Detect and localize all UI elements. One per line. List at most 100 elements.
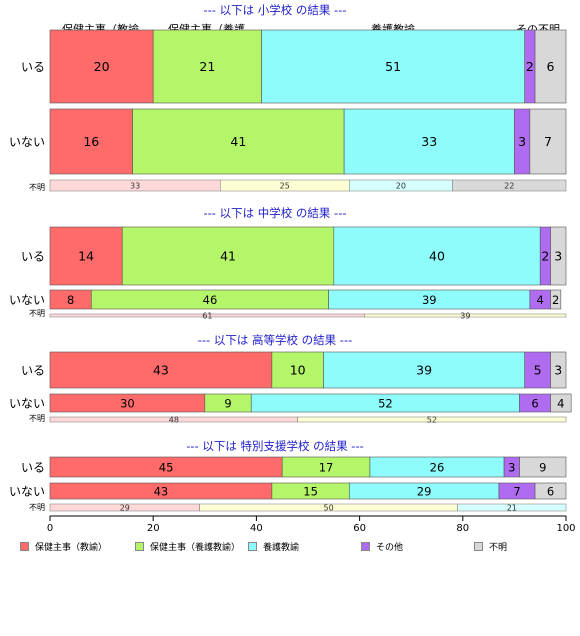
- bar-value-label: 40: [429, 249, 445, 264]
- unknown-bar-segment: [452, 179, 567, 192]
- bar-value-label: 20: [94, 59, 110, 74]
- bar-value-label: 6: [547, 484, 554, 498]
- bar-value-label: 3: [518, 134, 526, 149]
- bar-segment: [550, 226, 567, 286]
- bar-value-label: 46: [203, 293, 218, 307]
- row-label: いる: [21, 364, 45, 378]
- bar-segment: [323, 351, 526, 389]
- row-label: いない: [9, 135, 45, 149]
- unknown-row-label: 不明: [29, 414, 45, 423]
- bar-value-label: 41: [230, 134, 246, 149]
- unknown-value-label: 29: [120, 504, 130, 513]
- bar-value-label: 6: [531, 396, 538, 410]
- legend-label-4: 不明: [489, 542, 508, 553]
- unknown-value-label: 48: [169, 416, 179, 425]
- bar-value-label: 2: [541, 249, 549, 264]
- bar-value-label: 45: [159, 460, 174, 474]
- bar-value-label: 43: [154, 484, 169, 498]
- bar-value-label: 43: [153, 363, 169, 378]
- row-label: いない: [9, 397, 45, 411]
- bar-value-label: 4: [557, 396, 564, 410]
- bar-segment: [49, 29, 154, 104]
- bar-value-label: 29: [417, 484, 432, 498]
- unknown-value-label: 20: [396, 182, 406, 191]
- row-label: いない: [9, 293, 45, 307]
- bar-value-label: 3: [554, 363, 562, 378]
- bar-value-label: 51: [385, 59, 401, 74]
- bar-segment: [519, 456, 567, 478]
- bar-value-label: 7: [513, 484, 520, 498]
- bar-value-label: 14: [78, 249, 94, 264]
- unknown-bar-segment: [364, 313, 567, 318]
- legend-swatch-4: [474, 541, 483, 551]
- bar-value-label: 5: [534, 363, 542, 378]
- bar-value-label: 15: [303, 484, 318, 498]
- bar-segment: [49, 108, 133, 175]
- x-axis-tick-label: 0: [47, 523, 53, 534]
- bar-segment: [343, 108, 515, 175]
- bar-value-label: 10: [290, 363, 306, 378]
- unknown-value-label: 25: [280, 182, 290, 191]
- bar-value-label: 30: [120, 396, 135, 410]
- row-label: いる: [21, 60, 45, 74]
- legend-label-3: その他: [376, 542, 404, 553]
- row-label: いない: [9, 485, 45, 499]
- group-title: --- 以下は 高等学校 の結果 ---: [198, 333, 353, 347]
- legend-swatch-2: [248, 541, 257, 551]
- bar-segment: [550, 289, 562, 310]
- unknown-value-label: 39: [460, 312, 470, 321]
- bar-segment: [534, 29, 567, 104]
- legend: 保健主事（教諭） 保健主事（養護教諭） 養護教諭 その他 不明: [0, 538, 580, 554]
- bar-value-label: 21: [199, 59, 215, 74]
- legend-label-1: 保健主事（養護教諭）: [150, 542, 241, 553]
- unknown-row-label: 不明: [29, 503, 45, 512]
- unknown-value-label: 52: [427, 416, 437, 425]
- legend-swatch-1: [135, 541, 144, 551]
- group-title: --- 以下は 特別支援学校 の結果 ---: [186, 439, 364, 453]
- bar-segment: [132, 108, 345, 175]
- legend-item-2: 養護教諭: [248, 538, 299, 554]
- bar-value-label: 8: [67, 293, 74, 307]
- row-label: いる: [21, 461, 45, 475]
- bar-value-label: 39: [422, 293, 437, 307]
- legend-item-0: 保健主事（教諭）: [20, 538, 107, 554]
- unknown-value-label: 22: [504, 182, 514, 191]
- x-axis-tick-label: 60: [353, 523, 366, 534]
- bar-segment: [550, 351, 567, 389]
- bar-segment: [261, 29, 526, 104]
- legend-item-4: 不明: [474, 538, 507, 554]
- bar-value-label: 6: [547, 59, 555, 74]
- group-title: --- 以下は 中学校 の結果 ---: [203, 206, 346, 220]
- bar-segment: [49, 226, 123, 286]
- legend-swatch-0: [20, 541, 29, 551]
- bar-value-label: 9: [224, 396, 231, 410]
- group-title: --- 以下は 小学校 の結果 ---: [203, 3, 346, 17]
- x-axis-tick-label: 20: [147, 523, 160, 534]
- bar-segment: [534, 482, 567, 500]
- x-axis-tick-label: 40: [250, 523, 263, 534]
- unknown-row-label: 不明: [29, 309, 45, 318]
- unknown-bar-segment: [297, 416, 567, 423]
- bar-value-label: 17: [319, 460, 334, 474]
- bar-value-label: 4: [537, 293, 544, 307]
- bar-value-label: 2: [552, 293, 559, 307]
- bar-segment: [333, 226, 541, 286]
- bar-value-label: 39: [416, 363, 432, 378]
- bar-segment: [529, 108, 567, 175]
- x-axis-tick-label: 80: [456, 523, 469, 534]
- bar-value-label: 2: [526, 59, 534, 74]
- bar-segment: [152, 29, 262, 104]
- bar-segment: [271, 351, 324, 389]
- bar-segment: [550, 393, 572, 413]
- bar-value-label: 7: [544, 134, 552, 149]
- bar-value-label: 33: [421, 134, 437, 149]
- unknown-value-label: 50: [324, 504, 334, 513]
- unknown-value-label: 61: [202, 312, 212, 321]
- bar-value-label: 3: [554, 249, 562, 264]
- legend-label-2: 養護教諭: [263, 542, 300, 553]
- legend-item-3: その他: [361, 538, 403, 554]
- unknown-value-label: 21: [507, 504, 517, 513]
- unknown-row-label: 不明: [29, 183, 45, 192]
- bar-value-label: 3: [508, 460, 515, 474]
